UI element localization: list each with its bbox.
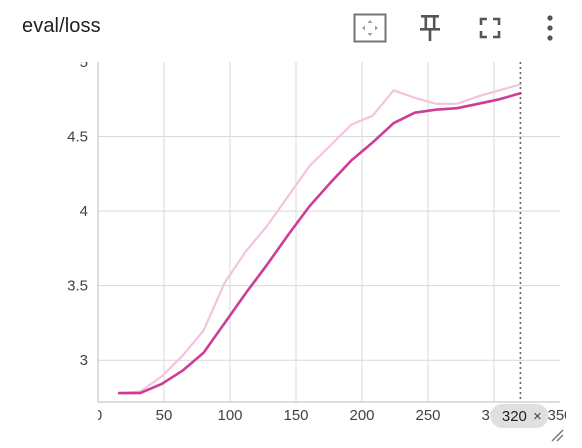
more-options-button[interactable] bbox=[532, 10, 568, 46]
hover-step-label: 320 bbox=[502, 408, 527, 425]
x-tick-label: 0 bbox=[94, 407, 102, 424]
y-tick-label: 4 bbox=[80, 203, 88, 220]
x-tick-label: 350 bbox=[547, 407, 572, 424]
series-line-raw bbox=[117, 83, 522, 395]
fit-domain-icon bbox=[353, 13, 387, 43]
y-tick-label: 5 bbox=[80, 54, 88, 71]
more-vert-icon bbox=[547, 15, 553, 41]
x-tick-label: 150 bbox=[283, 407, 308, 424]
x-tick-label: 100 bbox=[217, 407, 242, 424]
fullscreen-button[interactable] bbox=[472, 10, 508, 46]
pin-button[interactable] bbox=[412, 10, 448, 46]
y-tick-label: 3 bbox=[80, 352, 88, 369]
close-icon[interactable]: × bbox=[533, 408, 542, 425]
pin-icon bbox=[420, 15, 440, 41]
fullscreen-icon bbox=[479, 17, 501, 39]
series-group bbox=[117, 83, 522, 395]
resize-handle-icon[interactable] bbox=[550, 428, 564, 442]
y-tick-label: 4.5 bbox=[67, 129, 88, 146]
card-toolbar bbox=[352, 10, 568, 46]
x-tick-label: 250 bbox=[415, 407, 440, 424]
x-tick-label: 200 bbox=[349, 407, 374, 424]
card-title: eval/loss bbox=[22, 15, 101, 37]
fit-domain-button[interactable] bbox=[352, 10, 388, 46]
series-line-smoothed bbox=[117, 92, 522, 395]
y-tick-labels: 3 3.5 4 4.5 5 bbox=[67, 54, 88, 369]
hover-chip-background bbox=[490, 404, 549, 428]
hover-step-chip[interactable]: 320 × bbox=[490, 404, 549, 428]
x-tick-label: 50 bbox=[156, 407, 173, 424]
y-tick-label: 3.5 bbox=[67, 278, 88, 295]
